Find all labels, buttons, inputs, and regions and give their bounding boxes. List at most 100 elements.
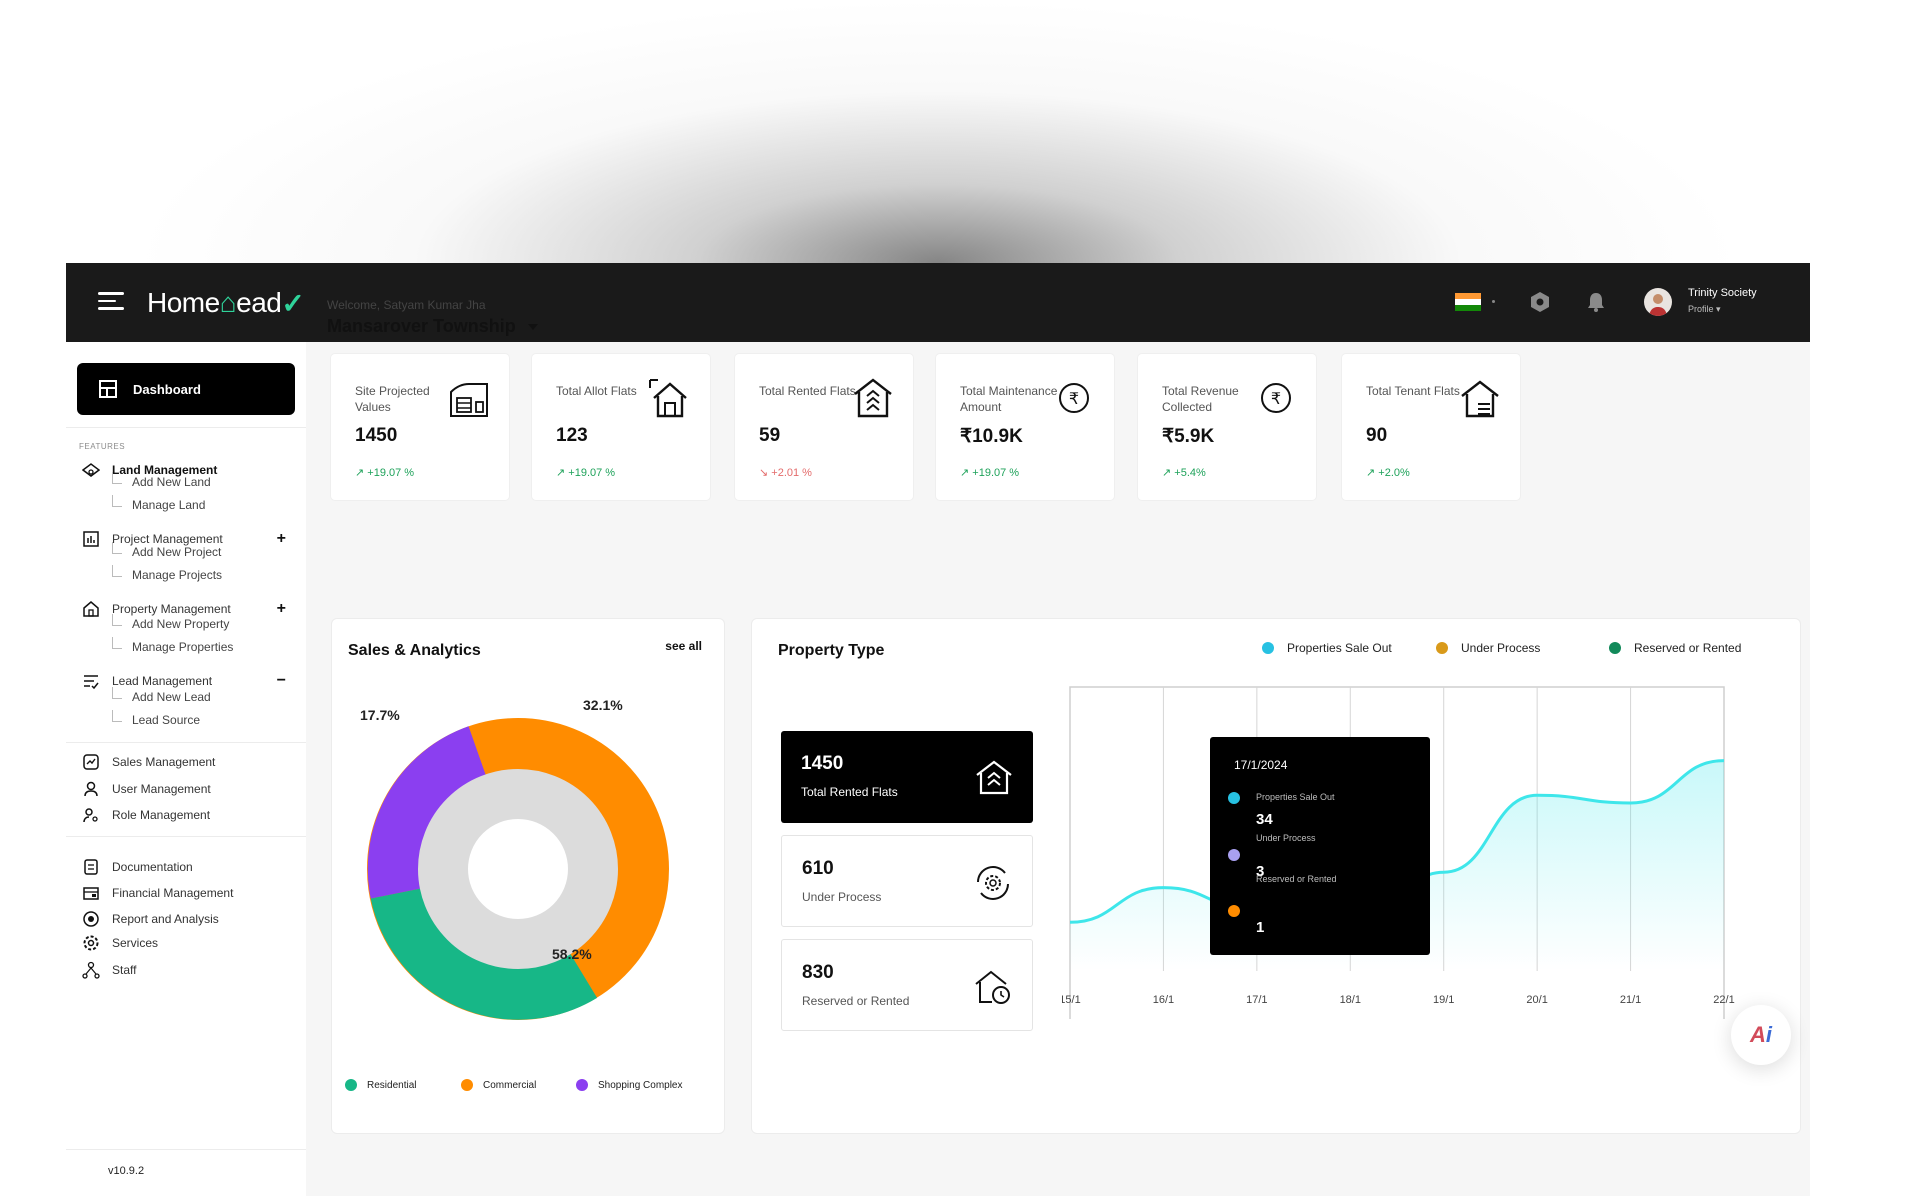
sidebar-item-project[interactable]: Project Management + (66, 528, 306, 550)
india-flag-icon[interactable] (1455, 293, 1481, 311)
x-tick-label: 18/1 (1340, 994, 1361, 1006)
sidebar-item-user[interactable]: User Management (66, 778, 306, 800)
divider (66, 1149, 306, 1150)
chart-tooltip: 17/1/2024 Properties Sale Out 34 Under P… (1210, 737, 1430, 955)
house-icon (649, 379, 687, 418)
stat-card[interactable]: Total Tenant Flats 90 ↗ +2.0% (1342, 354, 1520, 500)
trend-up: ↗ +5.4% (1162, 467, 1206, 479)
sidebar-item-dashboard[interactable]: Dashboard (77, 363, 295, 415)
sidebar-subitem-manage-projects[interactable]: Manage Projects (112, 565, 222, 584)
pct-label: 32.1% (583, 697, 623, 713)
settings-icon[interactable] (1529, 291, 1551, 313)
sidebar-item-property[interactable]: Property Management + (66, 598, 306, 620)
sidebar-item-sales[interactable]: Sales Management (66, 751, 306, 773)
property-icon (83, 601, 99, 617)
trend-up: ↗ +2.0% (1366, 467, 1410, 479)
profile-name[interactable]: Trinity Society (1688, 287, 1757, 299)
trend-up: ↗ +19.07 % (355, 467, 415, 479)
tooltip-dot (1228, 849, 1240, 861)
top-header: Home ⌂ ead ✓ Trinity Society Profile ▾ (66, 263, 1810, 342)
tooltip-dot (1228, 905, 1240, 917)
trend-up: ↗ +19.07 % (556, 467, 616, 479)
sidebar-item-role[interactable]: Role Management (66, 804, 306, 826)
services-gear-icon (83, 935, 99, 951)
staff-icon (82, 961, 100, 979)
stat-card[interactable]: Total Maintenance Amount ₹10.9K ↗ +19.07… (936, 354, 1114, 500)
rupee-icon: ₹ (1059, 383, 1089, 413)
sidebar-item-report[interactable]: Report and Analysis (66, 908, 306, 930)
x-tick-label: 21/1 (1620, 994, 1641, 1006)
summary-card-under-process[interactable]: 610 Under Process (781, 835, 1033, 927)
app-logo[interactable]: Home ⌂ ead ✓ (147, 287, 305, 319)
app-window: Home ⌂ ead ✓ Trinity Society Profile ▾ Dash… (66, 263, 1810, 1196)
donut-slice-residential (370, 887, 598, 1020)
svg-text:₹: ₹ (1069, 389, 1079, 408)
x-tick-label: 20/1 (1526, 994, 1547, 1006)
house-up-icon (854, 378, 892, 418)
profile-menu[interactable]: Profile ▾ (1688, 304, 1721, 314)
x-tick-label: 16/1 (1153, 994, 1174, 1006)
welcome-text: Welcome, Satyam Kumar Jha (327, 298, 486, 312)
property-type-line-chart: 0102030405060 15/116/117/118/119/120/121… (1062, 686, 1735, 1019)
lead-icon (84, 675, 99, 690)
sidebar-subitem-add-land[interactable]: Add New Land (112, 472, 211, 491)
features-heading: FEATURES (79, 442, 126, 451)
legend-item-commercial: Commercial (461, 1079, 536, 1091)
trend-down: ↘ +2.01 % (759, 467, 812, 479)
legend-item-reserved: Reserved or Rented (1609, 641, 1741, 655)
building-icon (450, 383, 488, 417)
x-tick-label: 22/1 (1713, 994, 1734, 1006)
refresh-gear-icon (977, 866, 1009, 900)
svg-text:₹: ₹ (1271, 389, 1281, 408)
sidebar-item-documentation[interactable]: Documentation (66, 856, 306, 878)
sidebar-subitem-manage-land[interactable]: Manage Land (112, 495, 205, 514)
chevron-down-icon (527, 323, 538, 330)
dashboard-icon (99, 380, 117, 398)
divider (66, 742, 306, 743)
see-all-link[interactable]: see all (665, 639, 702, 653)
summary-card-rented[interactable]: 1450 Total Rented Flats (781, 731, 1033, 823)
stat-card[interactable]: Total Rented Flats 59 ↘ +2.01 % (735, 354, 913, 500)
role-icon (83, 808, 98, 823)
language-dropdown-icon[interactable] (1492, 300, 1495, 303)
legend-item-residential: Residential (345, 1079, 416, 1091)
pct-label: 58.2% (552, 946, 592, 962)
bell-icon[interactable] (1585, 291, 1607, 313)
sidebar-subitem-manage-properties[interactable]: Manage Properties (112, 637, 233, 656)
tooltip-dot (1228, 792, 1240, 804)
sidebar-item-services[interactable]: Services (66, 932, 306, 954)
rupee-icon: ₹ (1261, 383, 1291, 413)
stat-card[interactable]: Total Revenue Collected ₹5.9K ↗ +5.4% ₹ (1138, 354, 1316, 500)
property-type-panel: Property Type Properties Sale Out Under … (752, 619, 1800, 1133)
collapse-icon[interactable]: − (276, 672, 286, 689)
expand-icon[interactable]: + (276, 530, 286, 547)
sidebar-subitem-add-project[interactable]: Add New Project (112, 542, 221, 561)
divider (66, 427, 306, 428)
sidebar-item-staff[interactable]: Staff (66, 959, 306, 981)
legend-item-under-process: Under Process (1436, 641, 1540, 655)
x-tick-label: 15/1 (1062, 994, 1081, 1006)
document-icon (84, 859, 98, 875)
ai-icon: A (1749, 1022, 1766, 1047)
township-selector[interactable]: Mansarover Township (327, 316, 538, 337)
user-icon (84, 781, 98, 797)
stat-card[interactable]: Total Allot Flats 123 ↗ +19.07 % (532, 354, 710, 500)
sidebar-item-land[interactable]: Land Management (66, 459, 306, 481)
avatar[interactable] (1644, 288, 1672, 316)
sales-analytics-panel: Sales & Analytics see all 17.7% 32.1% 58… (332, 619, 724, 1133)
stat-card[interactable]: Site Projected Values 1450 ↗ +19.07 % (331, 354, 509, 500)
x-tick-label: 17/1 (1246, 994, 1267, 1006)
summary-card-reserved[interactable]: 830 Reserved or Rented (781, 939, 1033, 1031)
legend-item-sale-out: Properties Sale Out (1262, 641, 1392, 655)
sidebar-subitem-add-lead[interactable]: Add New Lead (112, 687, 211, 706)
sidebar-item-financial[interactable]: Financial Management (66, 882, 306, 904)
version-label: v10.9.2 (108, 1165, 145, 1177)
sidebar-item-lead[interactable]: Lead Management − (66, 670, 306, 692)
house-up-icon (976, 760, 1012, 795)
sidebar-subitem-lead-source[interactable]: Lead Source (112, 710, 200, 729)
sidebar-subitem-add-property[interactable]: Add New Property (112, 614, 229, 633)
expand-icon[interactable]: + (276, 600, 286, 617)
menu-icon[interactable] (98, 292, 124, 312)
house-clock-icon (975, 970, 1010, 1004)
